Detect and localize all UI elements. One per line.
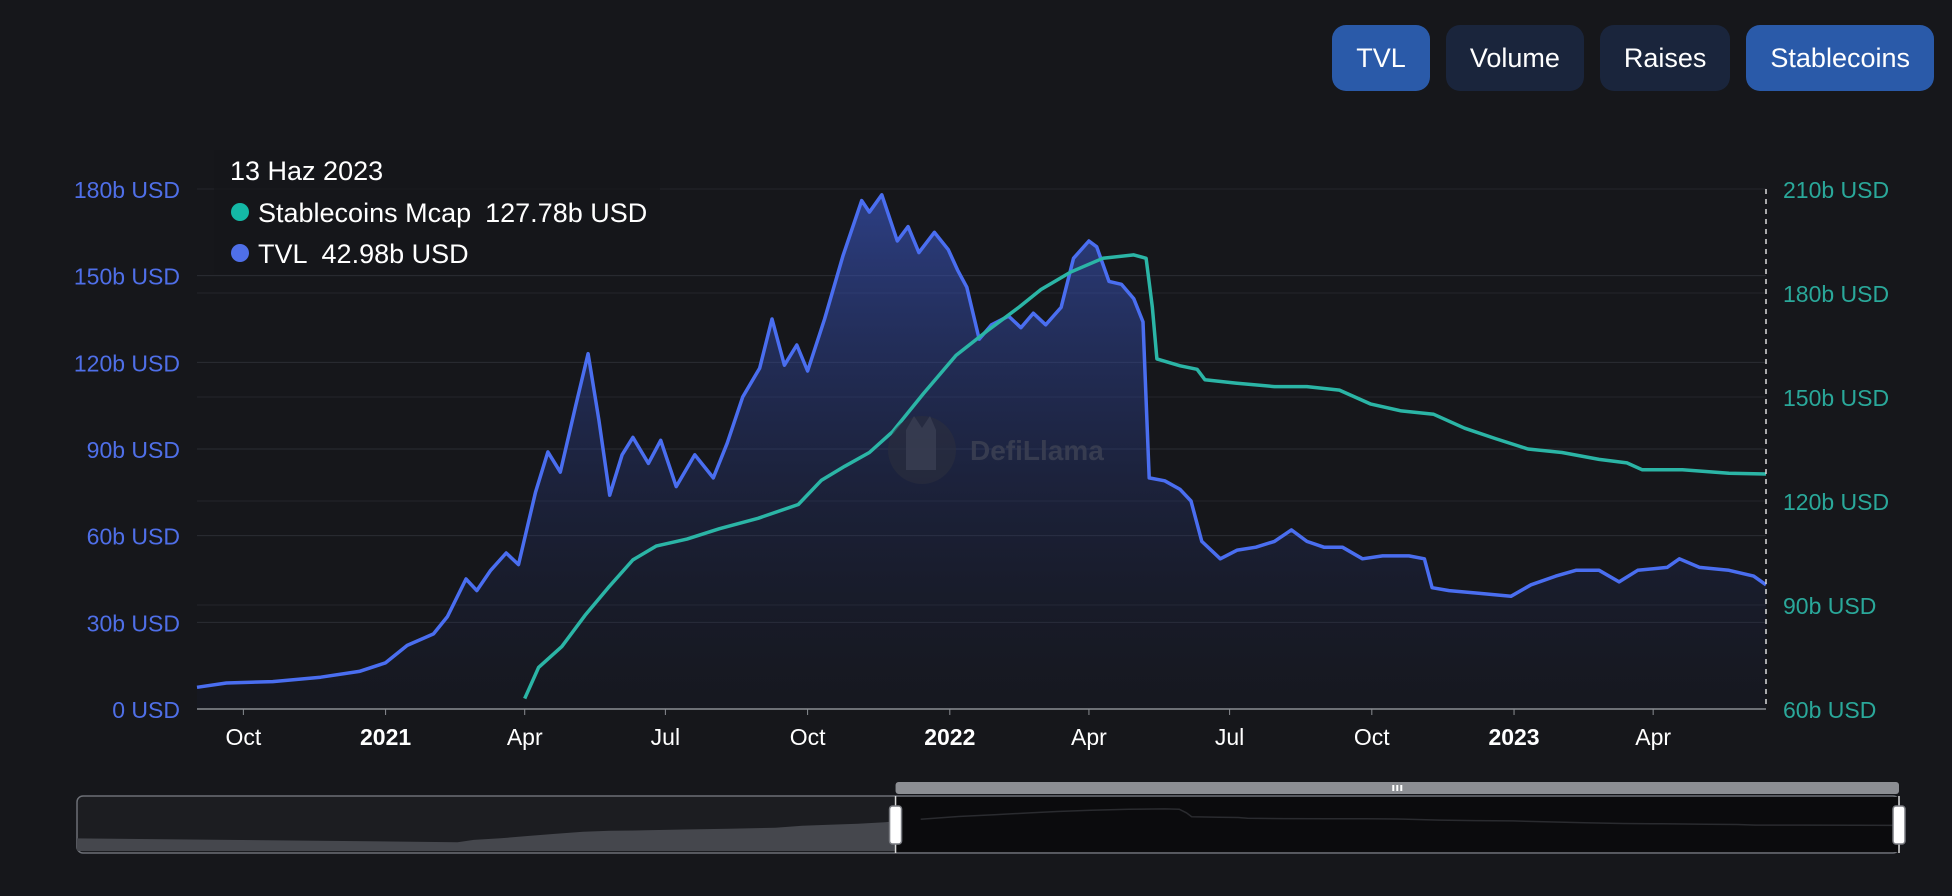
y-right-tick-label: 90b USD (1783, 593, 1876, 619)
watermark-text: DefiLlama (970, 435, 1104, 466)
stablecoins-line (523, 253, 1767, 700)
x-tick-label: 2022 (924, 724, 975, 750)
toggle-tvl-button[interactable]: TVL (1332, 25, 1430, 91)
x-tick-label: 2021 (360, 724, 411, 750)
y-left-tick-label: 180b USD (74, 177, 180, 203)
grip-icon (1400, 785, 1403, 791)
llama-logo-icon (888, 416, 956, 484)
y-left-tick-label: 0 USD (112, 697, 180, 723)
tooltip: 13 Haz 2023 Stablecoins Mcap 127.78b USD … (214, 150, 660, 274)
y-left-tick-label: 60b USD (87, 524, 180, 550)
x-tick-label: Jul (651, 724, 680, 750)
y-right-tick-label: 210b USD (1783, 177, 1889, 203)
x-tick-label: Jul (1215, 724, 1244, 750)
brush-left-handle[interactable] (888, 805, 903, 845)
grip-icon (1396, 785, 1399, 791)
y-left-tick-label: 30b USD (87, 610, 180, 636)
tooltip-stablecoins-name: Stablecoins Mcap (258, 198, 471, 228)
grip-icon (1392, 785, 1395, 791)
x-tick-label: Oct (790, 724, 826, 750)
tooltip-tvl-label: TVL 42.98b USD (258, 239, 469, 269)
range-brush[interactable] (76, 782, 1906, 854)
toggle-volume-button[interactable]: Volume (1445, 25, 1584, 91)
y-left-tick-label: 150b USD (74, 264, 180, 290)
tooltip-stablecoins-label: Stablecoins Mcap 127.78b USD (258, 198, 647, 228)
toggle-raises-button[interactable]: Raises (1599, 25, 1731, 91)
tooltip-tvl-value: 42.98b USD (322, 239, 469, 269)
toggle-stablecoins-button[interactable]: Stablecoins (1746, 25, 1934, 91)
x-tick-label: Apr (1071, 724, 1107, 750)
y-left-tick-label: 120b USD (74, 350, 180, 376)
tooltip-stablecoins-dot (231, 203, 249, 221)
x-tick-label: Oct (1354, 724, 1390, 750)
y-right-tick-label: 150b USD (1783, 385, 1889, 411)
x-tick-label: Apr (1635, 724, 1671, 750)
x-tick-label: 2023 (1488, 724, 1539, 750)
tooltip-background (214, 150, 660, 274)
tooltip-stablecoins-value: 127.78b USD (485, 198, 647, 228)
brush-selection-line (920, 808, 1900, 827)
tvl-line (196, 193, 1768, 690)
y-left-tick-label: 90b USD (87, 437, 180, 463)
y-right-tick-label: 60b USD (1783, 697, 1876, 723)
y-right-tick-label: 180b USD (1783, 281, 1889, 307)
series-lines (196, 193, 1768, 700)
x-tick-label: Oct (225, 724, 261, 750)
tvl-area-fill (197, 194, 1766, 710)
chart-toggle-bar: TVL Volume Raises Stablecoins (1332, 25, 1934, 91)
tooltip-tvl-name: TVL (258, 239, 308, 269)
x-tick-label: Apr (507, 724, 543, 750)
defillama-watermark: DefiLlama (888, 416, 1104, 484)
tvl-area (197, 194, 1766, 710)
brush-right-handle[interactable] (1892, 805, 1906, 845)
y-right-tick-label: 120b USD (1783, 489, 1889, 515)
tooltip-date: 13 Haz 2023 (230, 156, 383, 186)
tooltip-tvl-dot (231, 244, 249, 262)
axes: 0 USD 30b USD 60b USD 90b USD 120b USD 150b U… (74, 177, 1889, 750)
